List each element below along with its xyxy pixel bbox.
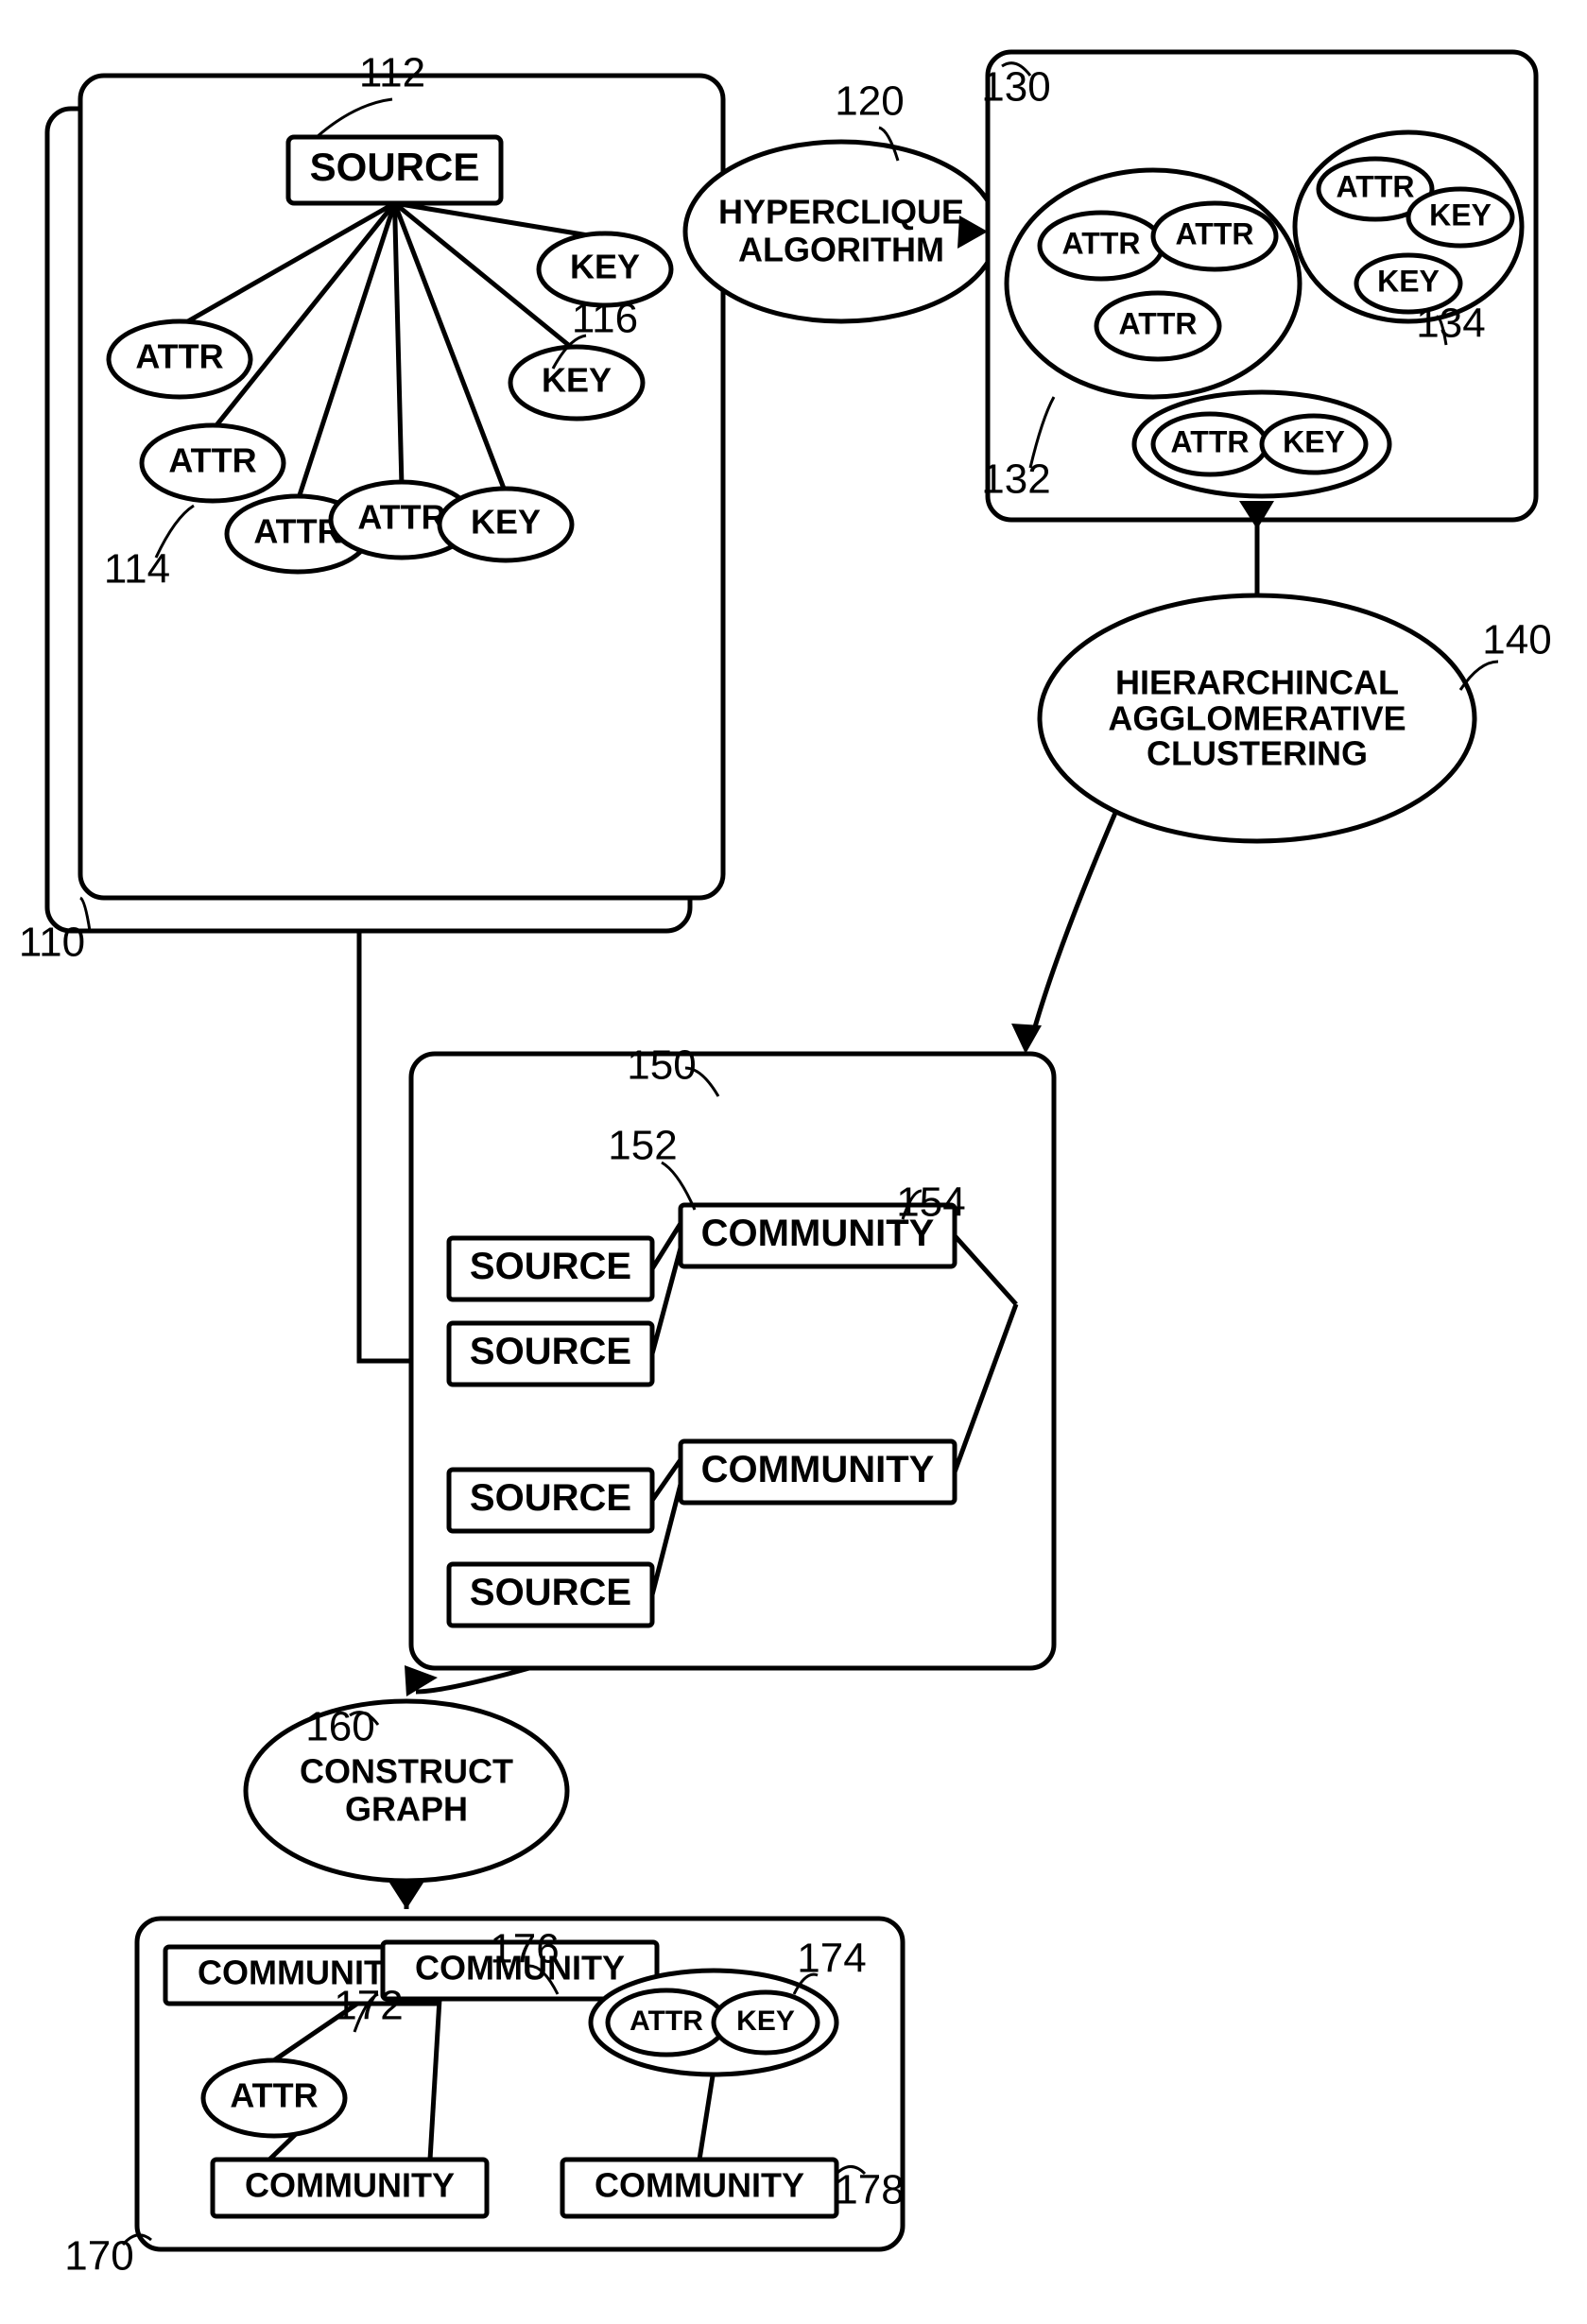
svg-text:132: 132: [981, 456, 1050, 503]
svg-text:KEY: KEY: [1283, 424, 1345, 458]
svg-text:ATTR: ATTR: [168, 441, 256, 480]
svg-text:130: 130: [981, 64, 1050, 111]
svg-text:112: 112: [359, 50, 425, 96]
svg-text:ATTR: ATTR: [1119, 306, 1198, 340]
svg-text:SOURCE: SOURCE: [470, 1331, 631, 1372]
svg-text:170: 170: [64, 2233, 133, 2280]
svg-text:HYPERCLIQUE: HYPERCLIQUE: [718, 193, 964, 232]
svg-text:ATTR: ATTR: [135, 337, 223, 376]
svg-text:120: 120: [835, 78, 904, 125]
svg-text:AGGLOMERATIVE: AGGLOMERATIVE: [1108, 699, 1406, 738]
svg-text:ATTR: ATTR: [230, 2076, 318, 2115]
svg-text:134: 134: [1416, 301, 1485, 347]
svg-text:KEY: KEY: [1377, 264, 1440, 298]
svg-text:160: 160: [305, 1704, 374, 1750]
svg-text:140: 140: [1482, 617, 1551, 663]
svg-text:ALGORITHM: ALGORITHM: [738, 231, 944, 269]
svg-text:ATTR: ATTR: [357, 498, 445, 537]
svg-text:COMMUNITY: COMMUNITY: [701, 1449, 935, 1490]
svg-text:SOURCE: SOURCE: [470, 1572, 631, 1613]
svg-text:CONSTRUCT: CONSTRUCT: [300, 1752, 513, 1791]
svg-text:ATTR: ATTR: [1176, 216, 1254, 250]
svg-text:CLUSTERING: CLUSTERING: [1147, 734, 1368, 773]
svg-text:COMMUNITY: COMMUNITY: [245, 2166, 455, 2205]
svg-text:SOURCE: SOURCE: [470, 1246, 631, 1287]
svg-text:154: 154: [896, 1179, 965, 1226]
svg-text:KEY: KEY: [736, 2006, 795, 2037]
svg-text:110: 110: [19, 920, 85, 966]
svg-text:GRAPH: GRAPH: [345, 1790, 468, 1829]
svg-text:114: 114: [104, 546, 170, 593]
svg-text:ATTR: ATTR: [630, 2006, 703, 2037]
svg-text:HIERARCHINCAL: HIERARCHINCAL: [1115, 663, 1399, 702]
svg-text:172: 172: [334, 1983, 403, 2029]
svg-text:150: 150: [627, 1042, 696, 1089]
svg-text:116: 116: [572, 296, 638, 342]
svg-text:KEY: KEY: [1429, 198, 1492, 232]
svg-text:174: 174: [797, 1936, 866, 1982]
svg-text:SOURCE: SOURCE: [470, 1477, 631, 1519]
svg-text:176: 176: [490, 1926, 559, 1972]
svg-text:COMMUNITY: COMMUNITY: [595, 2166, 804, 2205]
svg-text:178: 178: [835, 2167, 904, 2213]
svg-text:152: 152: [608, 1123, 677, 1169]
svg-text:KEY: KEY: [471, 503, 541, 542]
svg-text:KEY: KEY: [542, 361, 612, 400]
svg-text:KEY: KEY: [570, 248, 640, 286]
svg-text:ATTR: ATTR: [1062, 226, 1141, 260]
svg-text:SOURCE: SOURCE: [310, 145, 480, 189]
svg-text:ATTR: ATTR: [1171, 424, 1250, 458]
svg-text:ATTR: ATTR: [1337, 169, 1415, 203]
